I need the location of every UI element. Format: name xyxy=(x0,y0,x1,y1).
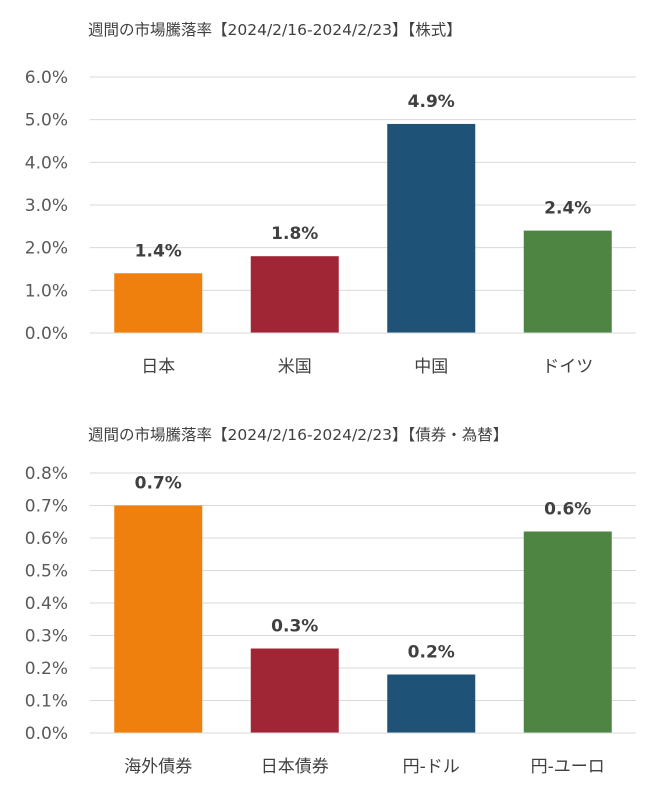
bar xyxy=(523,230,612,333)
y-tick-label: 0.8% xyxy=(25,464,68,484)
y-tick-label: 0.4% xyxy=(25,594,68,614)
bar xyxy=(523,531,612,733)
y-tick-label: 0.6% xyxy=(25,529,68,549)
data-label: 0.7% xyxy=(135,474,182,494)
category-label: 海外債券 xyxy=(124,757,192,777)
category-label: ドイツ xyxy=(542,357,593,377)
bond-fx-chart-plot: 0.0% 0.1% 0.2% 0.3% 0.4% 0.5% 0.6% 0.7% 0.8% 0.7%… xyxy=(25,464,636,777)
category-label: 円-ドル xyxy=(403,757,460,777)
bar xyxy=(387,123,476,333)
equity-chart-plot: 0.0% 1.0% 2.0% 3.0% 4.0% 5.0% 6.0% 1.4% 日本 1.8% 米国… xyxy=(25,68,636,377)
y-tick-label: 0.5% xyxy=(25,562,68,582)
bar xyxy=(387,674,476,733)
y-tick-label: 0.7% xyxy=(25,497,68,517)
data-label: 2.4% xyxy=(544,199,591,219)
data-label: 0.3% xyxy=(271,617,318,637)
y-tick-label: 0.0% xyxy=(25,724,68,744)
y-tick-label: 4.0% xyxy=(25,153,68,173)
category-label: 円-ユーロ xyxy=(531,757,605,777)
data-label: 4.9% xyxy=(408,92,455,112)
category-label: 日本債券 xyxy=(261,757,329,777)
y-tick-label: 0.2% xyxy=(25,659,68,679)
y-tick-label: 6.0% xyxy=(25,68,68,88)
y-tick-label: 0.3% xyxy=(25,627,68,647)
bar xyxy=(250,648,339,733)
y-tick-label: 0.1% xyxy=(25,692,68,712)
y-tick-label: 3.0% xyxy=(25,196,68,216)
data-label: 0.2% xyxy=(408,643,455,663)
chart-title: 週間の市場騰落率【2024/2/16-2024/2/23】【株式】 xyxy=(88,21,462,39)
category-label: 日本 xyxy=(141,357,175,377)
bond-fx-chart: 週間の市場騰落率【2024/2/16-2024/2/23】【債券・為替】 0.0… xyxy=(0,405,660,796)
equity-chart: 週間の市場騰落率【2024/2/16-2024/2/23】【株式】 0.0% 1.… xyxy=(0,0,660,390)
y-tick-label: 5.0% xyxy=(25,111,68,131)
data-label: 1.8% xyxy=(271,224,318,244)
bar xyxy=(114,273,203,333)
bar xyxy=(250,256,339,333)
data-label: 1.4% xyxy=(135,241,182,261)
bar xyxy=(114,505,203,733)
y-tick-label: 2.0% xyxy=(25,239,68,259)
data-label: 0.6% xyxy=(544,500,591,520)
category-label: 中国 xyxy=(414,357,448,377)
y-tick-label: 1.0% xyxy=(25,281,68,301)
category-label: 米国 xyxy=(278,357,312,377)
chart-title: 週間の市場騰落率【2024/2/16-2024/2/23】【債券・為替】 xyxy=(88,426,509,444)
y-tick-label: 0.0% xyxy=(25,324,68,344)
